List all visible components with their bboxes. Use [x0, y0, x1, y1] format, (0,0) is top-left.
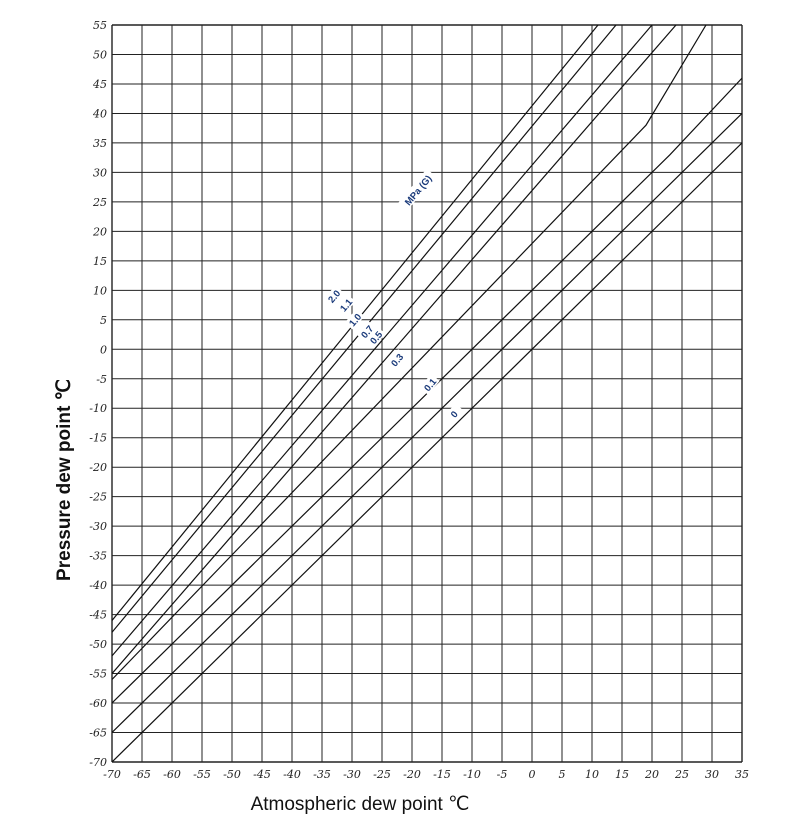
curve-label-bg — [443, 403, 464, 425]
series-line-0 — [112, 142, 742, 762]
x-tick-label: 5 — [559, 768, 566, 781]
x-tick-label: -5 — [497, 768, 508, 781]
x-tick-label: -10 — [463, 768, 481, 781]
y-tick-label: -25 — [89, 491, 107, 504]
grid — [111, 24, 743, 763]
x-tick-label: -70 — [103, 768, 121, 781]
y-tick-label: 15 — [93, 255, 107, 268]
y-tick-label: 45 — [92, 78, 107, 91]
series-line-0-7 — [112, 25, 677, 674]
y-tick-labels: 5550454035302520151050-5-10-15-20-25-30-… — [89, 19, 107, 769]
x-tick-label: 0 — [529, 768, 536, 781]
curve-label-bg — [335, 294, 356, 316]
x-axis-title: Atmospheric dew point ℃ — [251, 794, 470, 815]
x-tick-labels: -70 -65 -60 -55 -50 -45 -40 -35 -30 -25 -20 -15 -10-… — [103, 768, 749, 781]
series-line-1-0 — [112, 25, 653, 657]
x-tick-label: -60 — [163, 768, 181, 781]
x-tick-label: 15 — [615, 768, 629, 781]
y-tick-label: 0 — [100, 343, 107, 356]
series-line-0-1 — [112, 112, 742, 733]
x-tick-label: 25 — [674, 768, 689, 781]
y-tick-label: -65 — [89, 727, 107, 740]
x-tick-label: 35 — [735, 768, 749, 781]
curve-label-bg — [344, 309, 365, 330]
y-tick-label: -15 — [89, 432, 107, 445]
x-tick-label: 10 — [585, 768, 599, 781]
y-tick-label: 55 — [93, 19, 107, 32]
curve-label-bg — [419, 373, 440, 395]
y-tick-label: 35 — [93, 137, 107, 150]
y-tick-label: 20 — [92, 225, 107, 238]
y-tick-label: 40 — [92, 107, 107, 120]
x-tick-label: -40 — [283, 768, 301, 781]
y-tick-label: -50 — [89, 638, 107, 651]
x-tick-label: -15 — [433, 768, 451, 781]
x-tick-label: -25 — [373, 768, 391, 781]
y-tick-label: -55 — [89, 668, 107, 681]
y-tick-label: 10 — [93, 284, 107, 297]
series-line-0-5 — [112, 25, 707, 680]
x-tick-label: -45 — [253, 768, 271, 781]
units-label-bg — [398, 168, 436, 211]
curve-labels: 00.10.30.50.71.01.12.0 — [323, 285, 464, 425]
x-tick-label: 20 — [644, 768, 659, 781]
curve-label-bg — [323, 285, 344, 307]
y-tick-label: 5 — [100, 314, 107, 327]
y-tick-label: 25 — [92, 196, 107, 209]
y-tick-label: -5 — [96, 373, 107, 386]
y-tick-label: 50 — [93, 48, 107, 61]
curve-label-bg — [365, 326, 386, 348]
y-tick-label: -20 — [89, 461, 107, 474]
x-tick-label: -65 — [133, 768, 151, 781]
x-tick-label: -35 — [313, 768, 331, 781]
y-tick-label: -70 — [89, 756, 107, 769]
x-tick-label: -30 — [343, 768, 361, 781]
x-tick-label: -50 — [223, 768, 241, 781]
curve-label: 0 — [449, 409, 461, 420]
x-tick-label: -55 — [193, 768, 211, 781]
series-line-0-3 — [112, 77, 742, 704]
y-axis-title: Pressure dew point ℃ — [54, 379, 75, 581]
y-tick-label: -40 — [89, 579, 107, 592]
y-tick-label: -35 — [89, 550, 107, 563]
curve-label-bg — [386, 349, 407, 371]
y-tick-label: -45 — [89, 609, 107, 622]
x-tick-label: 30 — [705, 768, 719, 781]
y-tick-label: -30 — [89, 520, 107, 533]
y-tick-label: -60 — [89, 697, 107, 710]
y-tick-label: -10 — [89, 402, 107, 415]
y-tick-label: 30 — [93, 166, 107, 179]
x-tick-label: -20 — [403, 768, 421, 781]
curve-label-bg — [356, 320, 377, 342]
